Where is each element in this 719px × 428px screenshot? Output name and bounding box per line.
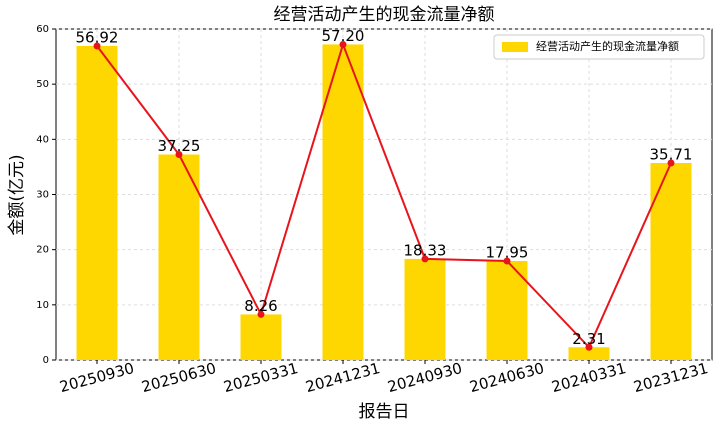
line-point — [93, 42, 101, 50]
line-point — [503, 257, 511, 265]
x-tick-label: 20240331 — [550, 359, 628, 396]
legend-swatch — [502, 42, 528, 52]
line-point — [585, 343, 593, 351]
bar — [568, 347, 610, 360]
value-label: 56.92 — [76, 28, 119, 46]
line-point — [257, 310, 265, 318]
value-label: 17.95 — [486, 243, 529, 261]
value-label: 35.71 — [650, 145, 693, 163]
x-tick-label: 20240930 — [386, 359, 464, 396]
x-tick-label: 20240630 — [468, 359, 546, 396]
y-tick-label: 0 — [43, 355, 49, 366]
y-tick-label: 50 — [36, 79, 49, 90]
legend-label: 经营活动产生的现金流量净额 — [536, 39, 679, 53]
x-tick-label: 20250630 — [140, 359, 218, 396]
y-tick-label: 30 — [36, 190, 49, 201]
value-label: 18.33 — [404, 241, 447, 259]
trend-line — [96, 41, 672, 350]
bar — [240, 314, 282, 360]
y-tick-label: 20 — [36, 245, 49, 256]
value-label: 8.26 — [244, 297, 277, 315]
x-tick-label: 20241231 — [304, 359, 382, 396]
x-tick-label: 20250331 — [222, 359, 300, 396]
y-tick-label: 10 — [36, 300, 49, 311]
line-point — [175, 151, 183, 159]
legend-box — [493, 34, 705, 60]
value-label: 57.20 — [322, 27, 365, 45]
bar — [650, 162, 692, 360]
y-tick-label: 40 — [36, 134, 49, 145]
bar — [404, 258, 446, 360]
x-tick-label: 20231231 — [632, 359, 710, 396]
bar — [322, 44, 364, 361]
value-label: 2.31 — [572, 330, 605, 348]
x-axis-label: 报告日 — [359, 402, 410, 422]
line-point — [421, 255, 429, 263]
y-tick-label: 60 — [36, 24, 49, 35]
line-point — [339, 40, 347, 48]
bar — [76, 45, 118, 360]
legend: 经营活动产生的现金流量净额 — [493, 34, 705, 60]
chart-title: 经营活动产生的现金流量净额 — [274, 5, 495, 25]
y-axis-label: 金额(亿元) — [7, 154, 27, 235]
value-label: 37.25 — [158, 137, 201, 155]
bar — [486, 260, 528, 360]
line-point — [667, 159, 675, 167]
x-tick-label: 20250930 — [58, 359, 136, 396]
bar — [158, 154, 200, 360]
